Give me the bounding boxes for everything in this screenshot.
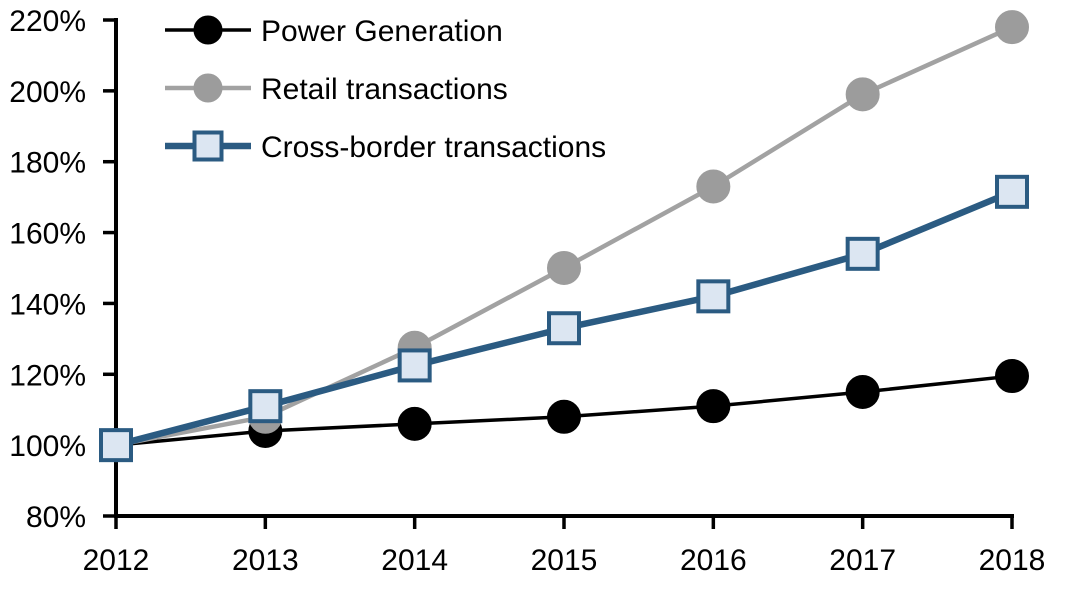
- x-axis-label: 2017: [829, 544, 896, 577]
- y-axis-label: 140%: [9, 288, 86, 321]
- legend-item-retail-transactions: Retail transactions: [165, 73, 508, 106]
- legend-marker-circle: [193, 15, 223, 45]
- y-axis-label: 200%: [9, 76, 86, 109]
- data-point-retail-transactions-2016: [696, 169, 731, 204]
- x-axis-label: 2015: [531, 544, 598, 577]
- y-axis-label: 220%: [9, 5, 86, 38]
- legend-label: Cross-border transactions: [261, 131, 606, 164]
- y-axis-label: 160%: [9, 218, 86, 251]
- data-point-cross-border-transactions-2018: [995, 174, 1029, 209]
- legend-item-power-generation: Power Generation: [165, 15, 503, 48]
- data-point-cross-border-transactions-2017: [845, 236, 880, 271]
- legend-marker-square: [192, 130, 224, 162]
- data-point-cross-border-transactions-2013: [248, 389, 283, 424]
- y-axis-label: 120%: [9, 359, 86, 392]
- legend-marker-circle: [193, 73, 223, 103]
- data-point-cross-border-transactions-2016: [696, 279, 731, 314]
- data-point-power-generation-2015: [547, 399, 581, 434]
- series-cross-border-transactions: [99, 174, 1029, 463]
- data-point-retail-transactions-2017: [845, 77, 880, 112]
- x-axis-label: 2013: [232, 544, 299, 577]
- x-axis-label: 2012: [83, 544, 150, 577]
- legend-label: Retail transactions: [261, 73, 508, 106]
- y-axis-label: 100%: [9, 430, 86, 463]
- y-axis-label: 80%: [26, 501, 86, 534]
- data-point-retail-transactions-2015: [547, 251, 581, 285]
- data-point-cross-border-transactions-2015: [547, 311, 581, 346]
- data-point-power-generation-2014: [397, 406, 432, 441]
- data-point-power-generation-2016: [696, 389, 731, 424]
- x-axis-label: 2016: [680, 544, 747, 577]
- data-point-cross-border-transactions-2012: [99, 428, 133, 463]
- x-axis-label: 2018: [979, 544, 1046, 577]
- y-axis-label: 180%: [9, 147, 86, 180]
- legend-item-cross-border-transactions: Cross-border transactions: [165, 130, 606, 164]
- data-point-retail-transactions-2018: [995, 10, 1029, 45]
- data-point-cross-border-transactions-2014: [397, 348, 432, 383]
- data-point-power-generation-2018: [995, 359, 1029, 394]
- series-retail-transactions: [99, 10, 1029, 463]
- legend-label: Power Generation: [261, 15, 503, 48]
- data-point-power-generation-2017: [845, 375, 880, 409]
- x-axis-label: 2014: [381, 544, 448, 577]
- legend: Power Generation Retail transactions Cross…: [165, 15, 606, 164]
